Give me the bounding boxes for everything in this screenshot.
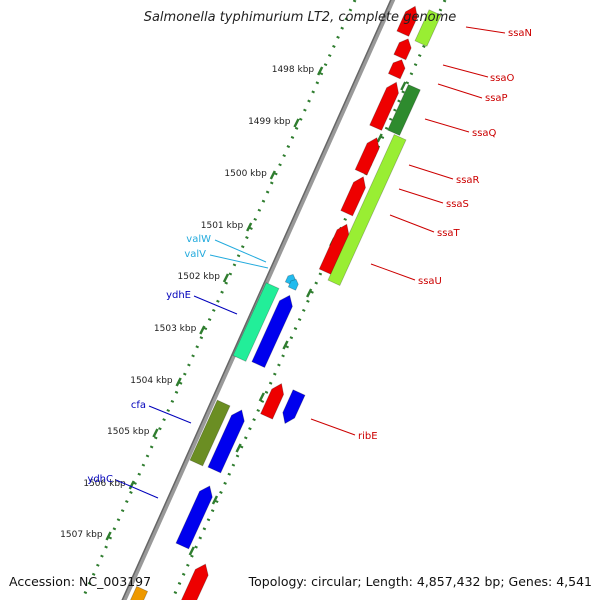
gene-block-olive: [189, 399, 231, 467]
gene-label-ssap: ssaP: [485, 93, 508, 104]
scale-tick: [175, 377, 182, 387]
gene-arrow-red: [354, 137, 380, 176]
gene-block-lime: [414, 9, 442, 47]
gene-arrow-blue: [175, 485, 213, 550]
gene-arrow-red: [318, 223, 350, 275]
scale-label: 1502 kbp: [178, 272, 221, 282]
scale-tick: [105, 531, 112, 541]
scale-tick: [376, 133, 383, 143]
scale-tick: [246, 222, 253, 232]
scale-label: 1503 kbp: [154, 324, 197, 334]
gene-block-lime: [327, 133, 407, 287]
gene-label-valw-leader: [214, 239, 267, 263]
scale-label: 1506 kbp: [83, 479, 126, 489]
gene-label-valv-leader: [209, 254, 269, 269]
gene-label-valv: valV: [184, 249, 206, 260]
gene-label-ssan-leader: [465, 26, 506, 34]
gene-arrow-red: [181, 563, 209, 600]
gene-label-ssat-leader: [389, 214, 435, 233]
scale-tick: [306, 288, 313, 298]
gene-arrow-blue: [251, 294, 293, 369]
scale-label: 1504 kbp: [130, 376, 173, 386]
map-title: Salmonella typhimurium LT2, complete gen…: [143, 10, 457, 25]
gene-label-ssaq: ssaQ: [472, 128, 497, 139]
scale-tick: [222, 273, 230, 283]
gene-label-cfa: cfa: [131, 400, 146, 411]
gene-arrow-red: [260, 382, 285, 420]
scale-tick: [269, 170, 276, 180]
gene-label-ssau-leader: [370, 263, 416, 281]
gene-label-valw: valW: [186, 234, 211, 245]
gene-label-ssar-leader: [408, 164, 454, 180]
tick-track-outer-right: [170, 0, 447, 600]
gene-arrow-red: [387, 59, 406, 80]
scale-tick: [211, 495, 219, 505]
trna-marker: [287, 278, 299, 291]
scale-label: 1498 kbp: [272, 65, 315, 75]
gene-label-cfa-leader: [148, 405, 192, 424]
gene-arrow-red: [369, 81, 399, 131]
gene-block-teal: [232, 282, 280, 362]
scale-label: 1505 kbp: [107, 427, 150, 437]
gene-label-ssas-leader: [398, 188, 444, 204]
scale-tick: [235, 443, 242, 453]
gene-label-ssau: ssaU: [418, 276, 442, 287]
gene-label-ydhe-leader: [193, 295, 238, 315]
scale-tick: [293, 118, 300, 128]
gene-label-ssao: ssaO: [490, 73, 515, 84]
scale-label: 1501 kbp: [201, 221, 244, 231]
tick-track-outer-left: [80, 0, 357, 600]
gene-arrow-red: [396, 5, 418, 37]
gene-block-orange: [130, 585, 149, 600]
gene-label-ssas: ssaS: [446, 199, 469, 210]
gene-arrow-blue: [282, 389, 306, 425]
accession-text: Accession: NC_003197: [9, 574, 152, 589]
gene-label-ssap-leader: [437, 83, 483, 99]
gene-label-ydhe: ydhE: [166, 290, 191, 301]
scale-tick: [258, 392, 265, 402]
scale-label: 1499 kbp: [248, 117, 291, 127]
gene-label-ssar: ssaR: [456, 175, 480, 186]
gene-label-ssao-leader: [442, 64, 489, 78]
scale-tick: [282, 340, 289, 350]
scale-tick: [317, 66, 324, 76]
gene-label-ssan: ssaN: [508, 28, 532, 39]
gene-arrow-red: [340, 176, 366, 217]
topology-text: Topology: circular; Length: 4,857,432 bp…: [248, 574, 592, 589]
scale-tick: [128, 480, 135, 490]
gene-label-ribe-leader: [310, 418, 356, 436]
gene-label-ydhc-leader: [115, 479, 159, 499]
gene-arrow-blue: [207, 409, 245, 474]
backbone-shadow: [121, 0, 392, 600]
gene-label-ssat: ssaT: [437, 228, 461, 239]
gene-label-ydhc: ydhC: [87, 474, 113, 485]
scale-tick: [152, 428, 159, 438]
gene-label-ribe: ribE: [358, 431, 378, 442]
scale-label: 1500 kbp: [224, 169, 267, 179]
gene-label-ssaq-leader: [424, 118, 470, 133]
scale-tick: [199, 325, 206, 335]
gene-arrow-red: [393, 38, 412, 61]
scale-label: 1507 kbp: [60, 530, 103, 540]
gene-block-green: [387, 84, 421, 136]
scale-tick: [188, 546, 195, 556]
scale-tick: [400, 81, 407, 91]
